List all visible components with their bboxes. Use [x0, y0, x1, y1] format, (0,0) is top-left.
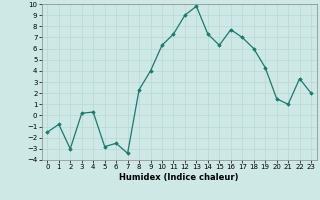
X-axis label: Humidex (Indice chaleur): Humidex (Indice chaleur) — [119, 173, 239, 182]
